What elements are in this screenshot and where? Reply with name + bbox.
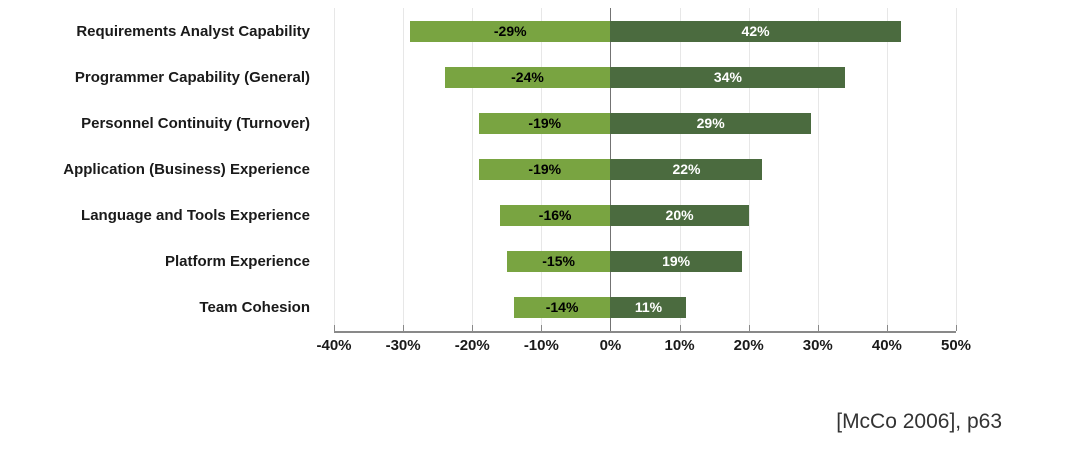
value-label: -19% bbox=[528, 115, 562, 131]
value-label: 34% bbox=[713, 69, 742, 85]
value-label: -16% bbox=[538, 207, 572, 223]
plot-area: -29% 42% -24% 34% -19% 29% -19% 22% -16% 20% -15% 1… bbox=[334, 8, 957, 333]
positive-bar: 20% bbox=[610, 204, 749, 226]
category-label: Language and Tools Experience bbox=[81, 206, 310, 224]
category-labels: Requirements Analyst Capability Programme… bbox=[0, 8, 322, 330]
value-label: 19% bbox=[662, 253, 691, 269]
category-label: Team Cohesion bbox=[199, 298, 310, 316]
negative-bar: -29% bbox=[410, 20, 611, 42]
gridline bbox=[817, 8, 819, 331]
x-tick-label: 50% bbox=[940, 337, 972, 354]
value-label: -19% bbox=[528, 161, 562, 177]
positive-bar: 42% bbox=[610, 20, 901, 42]
value-label: 29% bbox=[696, 115, 725, 131]
negative-bar: -16% bbox=[499, 204, 611, 226]
value-label: -29% bbox=[493, 23, 527, 39]
value-label: -24% bbox=[511, 69, 544, 85]
negative-bar: -15% bbox=[506, 250, 611, 272]
category-label: Requirements Analyst Capability bbox=[76, 22, 310, 40]
value-label: 11% bbox=[634, 299, 663, 315]
positive-bar: 34% bbox=[610, 66, 846, 88]
x-tick-label: -20% bbox=[454, 337, 490, 354]
gridline bbox=[956, 8, 957, 331]
x-tick-label: 0% bbox=[599, 337, 622, 354]
positive-bar: 29% bbox=[610, 112, 811, 134]
value-label: -15% bbox=[542, 253, 575, 269]
value-label: -14% bbox=[545, 299, 579, 315]
gridline bbox=[886, 8, 888, 331]
x-tick-label: -30% bbox=[385, 337, 421, 354]
negative-bar: -19% bbox=[479, 112, 611, 134]
gridline bbox=[334, 8, 335, 331]
negative-bar: -24% bbox=[444, 66, 611, 88]
negative-bar: -14% bbox=[513, 296, 611, 318]
category-label: Application (Business) Experience bbox=[63, 160, 310, 178]
x-tick-label: 40% bbox=[871, 337, 902, 354]
positive-bar: 19% bbox=[610, 250, 742, 272]
x-tick-label: 10% bbox=[664, 337, 695, 354]
category-label: Personnel Continuity (Turnover) bbox=[81, 114, 310, 132]
positive-bar: 22% bbox=[610, 158, 763, 180]
negative-bar: -19% bbox=[479, 158, 611, 180]
citation: [McCo 2006], p63 bbox=[836, 410, 1002, 433]
x-tick-label: -40% bbox=[316, 337, 352, 354]
x-tick-label: 20% bbox=[733, 337, 764, 354]
gridline bbox=[403, 8, 405, 331]
positive-bar: 11% bbox=[610, 296, 687, 318]
value-label: 22% bbox=[672, 161, 701, 177]
value-label: 42% bbox=[741, 23, 770, 39]
value-label: 20% bbox=[665, 207, 694, 223]
category-label: Programmer Capability (General) bbox=[74, 68, 310, 86]
x-tick-label: -10% bbox=[523, 337, 559, 354]
gridline bbox=[472, 8, 474, 331]
category-label: Platform Experience bbox=[164, 252, 310, 270]
x-tick-label: 30% bbox=[802, 337, 833, 354]
